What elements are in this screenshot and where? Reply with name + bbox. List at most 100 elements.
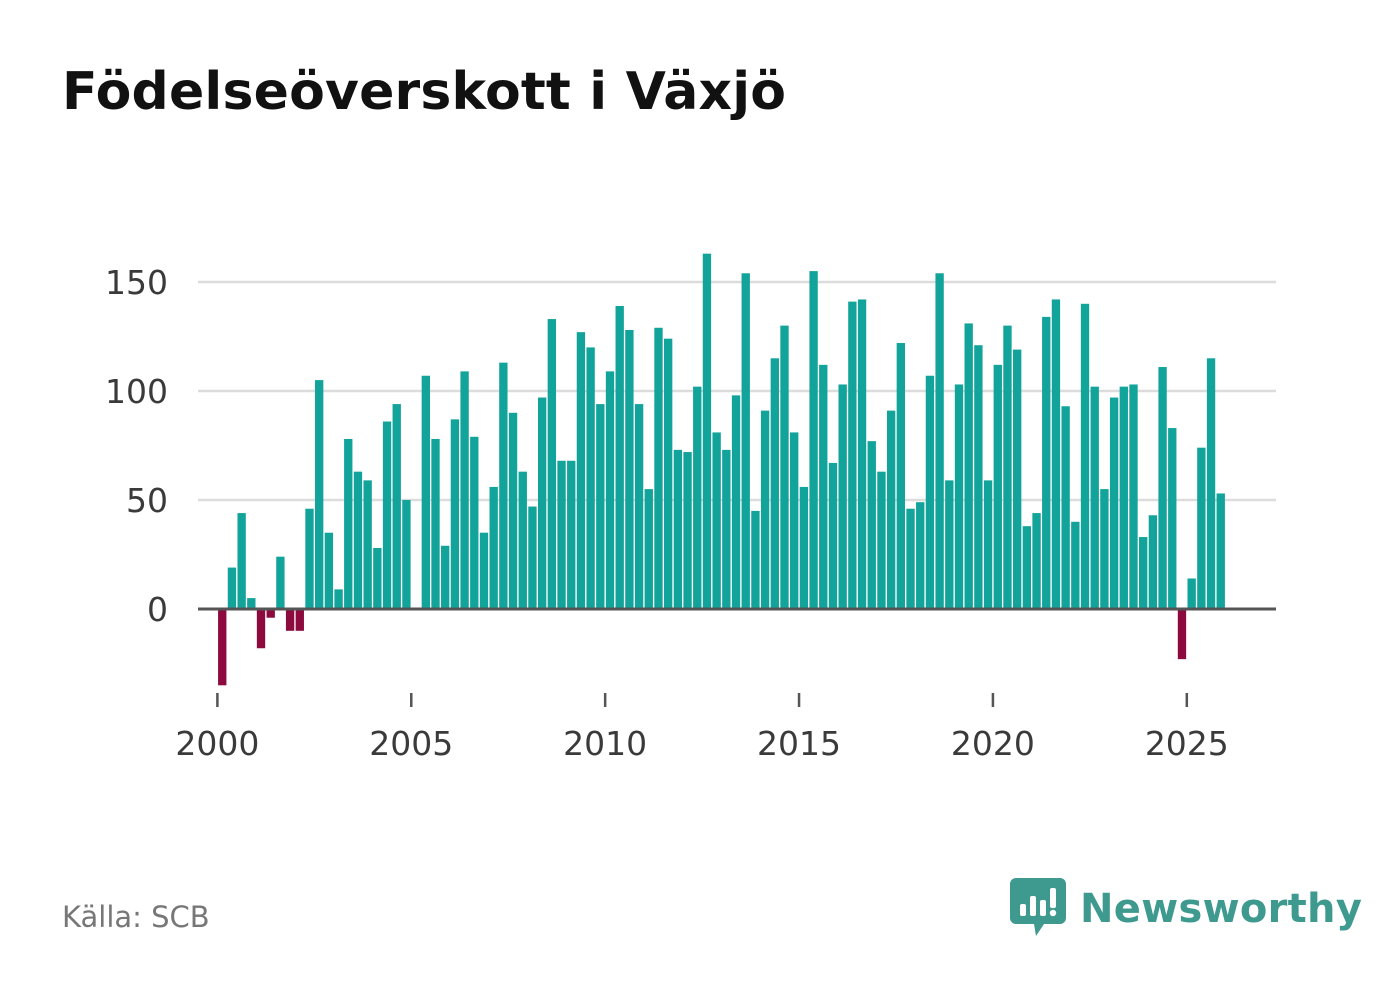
bar — [392, 404, 401, 609]
bar — [247, 598, 256, 609]
x-tick-label: 2025 — [1145, 724, 1229, 763]
bar — [1109, 397, 1119, 609]
x-tick-labels: 2000 2005 2010 2015 2020 2025 — [175, 724, 1228, 763]
bar — [1187, 578, 1196, 609]
bar — [450, 419, 460, 609]
bar — [237, 513, 246, 609]
bar — [324, 532, 334, 609]
bar — [877, 471, 886, 609]
bar — [344, 438, 353, 609]
chart-title: Födelseöverskott i Växjö — [62, 62, 787, 122]
source-note: Källa: SCB — [62, 900, 210, 934]
bar — [964, 323, 973, 609]
bar — [605, 371, 615, 609]
bar — [954, 384, 964, 609]
bar — [1177, 609, 1187, 660]
bar — [644, 489, 653, 609]
bar — [1197, 447, 1206, 609]
newsworthy-logo-icon — [1010, 878, 1066, 936]
x-axis — [198, 607, 1276, 707]
bar — [925, 375, 935, 609]
bar — [460, 371, 469, 609]
y-tick-labels: 0 50 100 150 — [105, 263, 168, 629]
bar — [751, 510, 760, 609]
bar — [683, 452, 692, 609]
bar — [1216, 493, 1225, 609]
bar — [557, 460, 566, 609]
bar — [596, 404, 605, 609]
x-tick-label: 2005 — [369, 724, 453, 763]
bar — [702, 253, 712, 609]
bar — [722, 449, 731, 609]
bar — [547, 319, 557, 609]
bar — [760, 410, 770, 609]
bar — [673, 449, 683, 609]
bar — [315, 380, 324, 609]
bar — [479, 532, 489, 609]
bar — [1100, 489, 1109, 609]
bar — [489, 486, 498, 609]
y-tick-label: 0 — [147, 590, 168, 629]
bar — [586, 347, 595, 609]
bar — [664, 338, 673, 609]
y-tick-label: 100 — [105, 372, 168, 411]
bar — [809, 271, 818, 609]
bar — [499, 362, 508, 609]
bar — [1061, 406, 1070, 609]
bar — [431, 438, 440, 609]
bar — [790, 432, 799, 609]
bar — [256, 609, 266, 649]
bar — [1148, 515, 1158, 609]
bar — [1090, 386, 1099, 609]
bar — [334, 589, 343, 609]
bar — [819, 364, 828, 609]
bar — [848, 301, 857, 609]
bar — [983, 480, 993, 609]
y-tick-label: 50 — [126, 481, 168, 520]
bar — [731, 395, 741, 609]
bar — [1013, 349, 1022, 609]
bar — [1042, 316, 1051, 609]
bar — [1003, 325, 1012, 609]
bar — [741, 273, 750, 609]
bar — [518, 471, 527, 609]
bar — [780, 325, 789, 609]
bar — [625, 329, 634, 609]
x-tick-label: 2020 — [951, 724, 1035, 763]
bar — [993, 364, 1002, 609]
bar — [1119, 386, 1128, 609]
bar — [974, 345, 983, 609]
bar — [382, 421, 392, 609]
bar — [1129, 384, 1138, 609]
bar — [896, 343, 905, 609]
bar — [828, 462, 838, 609]
bars — [218, 253, 1225, 686]
bar — [218, 609, 227, 686]
bar — [935, 273, 944, 609]
brand-logo: Newsworthy — [1010, 878, 1362, 940]
bar — [285, 609, 295, 631]
bar — [1051, 299, 1061, 609]
bar — [276, 556, 285, 609]
bar — [857, 299, 867, 609]
bar — [567, 460, 576, 609]
bar — [1032, 513, 1041, 609]
bar — [1168, 428, 1177, 609]
bar — [537, 397, 547, 609]
bar — [1080, 303, 1090, 609]
bar — [353, 471, 363, 609]
bar — [421, 375, 430, 609]
bar — [295, 609, 304, 631]
bar — [305, 508, 314, 609]
bar — [1071, 521, 1080, 609]
bar — [799, 486, 809, 609]
x-tick-label: 2000 — [175, 724, 259, 763]
bar — [576, 332, 586, 609]
bar — [373, 547, 382, 609]
brand-name: Newsworthy — [1080, 886, 1363, 932]
bar — [615, 305, 624, 609]
bar — [770, 358, 779, 609]
bar — [712, 432, 721, 609]
bar — [838, 384, 847, 609]
